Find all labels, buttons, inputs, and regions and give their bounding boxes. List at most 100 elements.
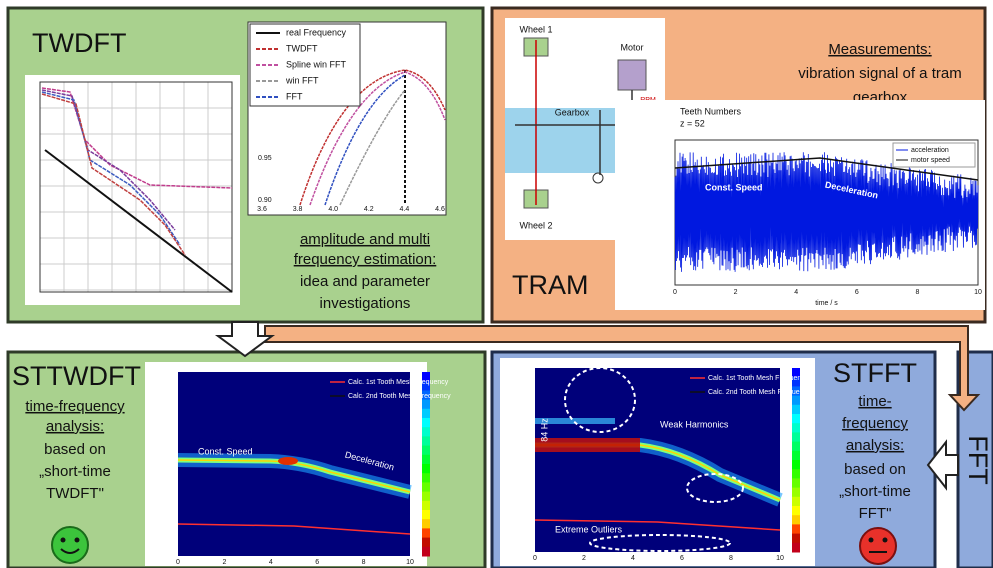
x-tick-label: 8 <box>729 555 733 562</box>
heading: frequency <box>842 415 908 432</box>
x-tick-label: 2 <box>582 555 586 562</box>
colorbar <box>422 538 430 548</box>
x-tick-label: 2 <box>222 559 226 566</box>
label: Wheel 1 <box>519 24 552 34</box>
colorbar <box>422 482 430 492</box>
x-tick-label: 4.6 <box>435 206 445 213</box>
colorbar <box>792 396 800 406</box>
x-tick-label: 6 <box>680 555 684 562</box>
colorbar <box>422 409 430 419</box>
legend-label: Calc. 1st Tooth Mesh Frequency <box>708 375 809 382</box>
annotation: Weak Harmonics <box>660 419 729 429</box>
label: Teeth Numbers <box>680 106 742 116</box>
colorbar <box>422 492 430 502</box>
title: FFT <box>963 435 993 484</box>
legend-label: FFT <box>286 91 303 101</box>
heading: frequency estimation: <box>294 251 437 268</box>
y-tick-label: 0.95 <box>258 155 272 162</box>
heading: Measurements: <box>828 41 931 58</box>
legend-label: Calc. 1st Tooth Mesh Frequency <box>348 379 449 386</box>
colorbar <box>422 455 430 465</box>
colorbar <box>422 400 430 410</box>
annotation: Const. Speed <box>198 446 253 456</box>
sad-face <box>860 528 896 564</box>
colorbar <box>792 478 800 488</box>
legend-label: TWDFT <box>286 43 318 53</box>
title: TRAM <box>512 270 589 300</box>
label: Wheel 2 <box>519 220 552 230</box>
text: vibration signal of a tram <box>798 65 961 82</box>
x-tick-label: 3.8 <box>293 206 303 213</box>
x-tick-label: 0 <box>533 555 537 562</box>
colorbar <box>422 519 430 529</box>
x-tick-label: 4.4 <box>400 206 410 213</box>
colorbar <box>792 497 800 507</box>
heading: analysis: <box>46 418 104 435</box>
hotspot <box>278 457 298 465</box>
x-tick-label: 4.2 <box>364 206 374 213</box>
annotation: Extreme Outliers <box>555 524 623 534</box>
colorbar <box>792 469 800 479</box>
heading: amplitude and multi <box>300 231 430 248</box>
colorbar <box>422 446 430 456</box>
text: „short-time <box>839 483 911 500</box>
text: based on <box>844 461 906 478</box>
x-tick-label: 4 <box>794 289 798 296</box>
x-tick-label: 3.6 <box>257 206 267 213</box>
colorbar <box>422 501 430 511</box>
x-tick-label: 4 <box>269 559 273 566</box>
annotation: 84 Hz <box>539 418 549 442</box>
colorbar <box>792 442 800 452</box>
legend-label: Spline win FFT <box>286 59 347 69</box>
text: based on <box>44 441 106 458</box>
x-tick-label: 0 <box>673 289 677 296</box>
title: STFFT <box>833 358 917 388</box>
x-tick-label: 6 <box>315 559 319 566</box>
colorbar <box>422 528 430 538</box>
legend-label: Calc. 2nd Tooth Mesh Frequency <box>708 389 811 396</box>
legend-label: Calc. 2nd Tooth Mesh Frequency <box>348 393 451 400</box>
colorbar <box>422 473 430 483</box>
x-tick-label: 4.0 <box>328 206 338 213</box>
colorbar <box>422 510 430 520</box>
x-tick-label: 0 <box>176 559 180 566</box>
x-tick-label: 6 <box>855 289 859 296</box>
title: STTWDFT <box>12 361 141 391</box>
label: z = 52 <box>680 118 705 128</box>
label: Gearbox <box>555 107 590 117</box>
text: investigations <box>320 295 411 312</box>
label: Motor <box>620 42 643 52</box>
x-axis-label: time / s <box>815 300 838 307</box>
legend-label: motor speed <box>911 157 950 164</box>
colorbar <box>422 464 430 474</box>
colorbar <box>422 436 430 446</box>
colorbar <box>422 427 430 437</box>
colorbar <box>792 488 800 498</box>
text: FFT" <box>859 505 892 522</box>
annotation: Const. Speed <box>705 182 763 192</box>
colorbar <box>792 405 800 415</box>
text: TWDFT" <box>46 485 104 502</box>
colorbar <box>792 534 800 544</box>
x-tick-label: 8 <box>362 559 366 566</box>
legend-label: win FFT <box>285 75 319 85</box>
colorbar <box>422 418 430 428</box>
colorbar <box>792 460 800 470</box>
heading: time-frequency <box>25 398 125 415</box>
hot-band <box>535 438 640 452</box>
colorbar <box>792 524 800 534</box>
colorbar <box>422 547 430 557</box>
title: TWDFT <box>32 28 126 58</box>
text: idea and parameter <box>300 273 430 290</box>
heading: analysis: <box>846 437 904 454</box>
colorbar <box>792 423 800 433</box>
motor <box>618 60 646 90</box>
legend-label: real Frequency <box>286 27 347 37</box>
x-tick-label: 8 <box>915 289 919 296</box>
y-tick-label: 0.90 <box>258 197 272 204</box>
colorbar <box>792 543 800 553</box>
colorbar <box>792 451 800 461</box>
x-tick-label: 10 <box>974 289 982 296</box>
